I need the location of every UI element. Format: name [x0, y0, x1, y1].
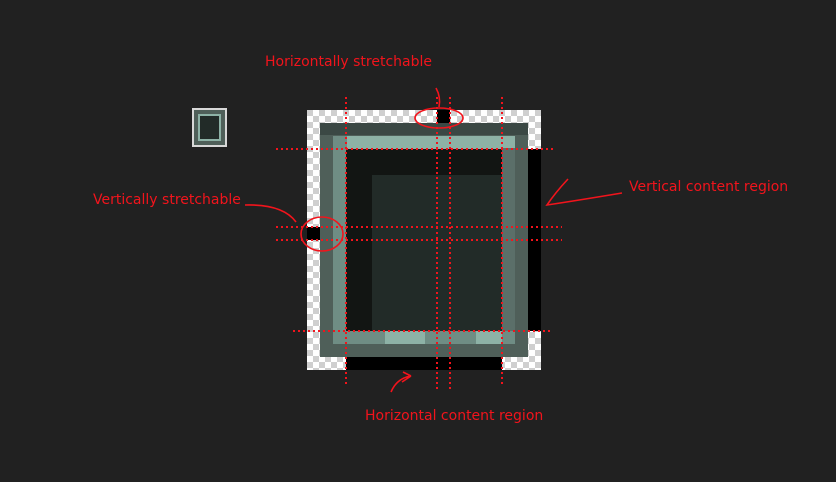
vertically-stretchable-label: Vertically stretchable — [93, 192, 241, 208]
guide-lines — [276, 97, 562, 390]
vertical-content-region-label: Vertical content region — [629, 179, 789, 195]
vertical-stretch-circle — [300, 216, 344, 252]
vertical-stretch-marker — [307, 227, 320, 240]
preview-thumbnail — [192, 108, 227, 147]
horizontal-stretch-circle — [414, 107, 464, 129]
horizontal-content-marker — [346, 357, 502, 370]
guide-markers — [307, 110, 541, 370]
horizontal-content-arrow — [390, 371, 412, 393]
vertical-content-marker — [528, 149, 541, 331]
horizontal-stretch-marker — [437, 110, 450, 123]
horizontally-stretchable-label: Horizontally stretchable — [265, 54, 432, 70]
horizontal-content-region-label: Horizontal content region — [365, 408, 544, 424]
vertical-content-arrow — [545, 178, 623, 207]
nine-patch-frame — [320, 123, 528, 357]
callouts — [244, 87, 623, 393]
